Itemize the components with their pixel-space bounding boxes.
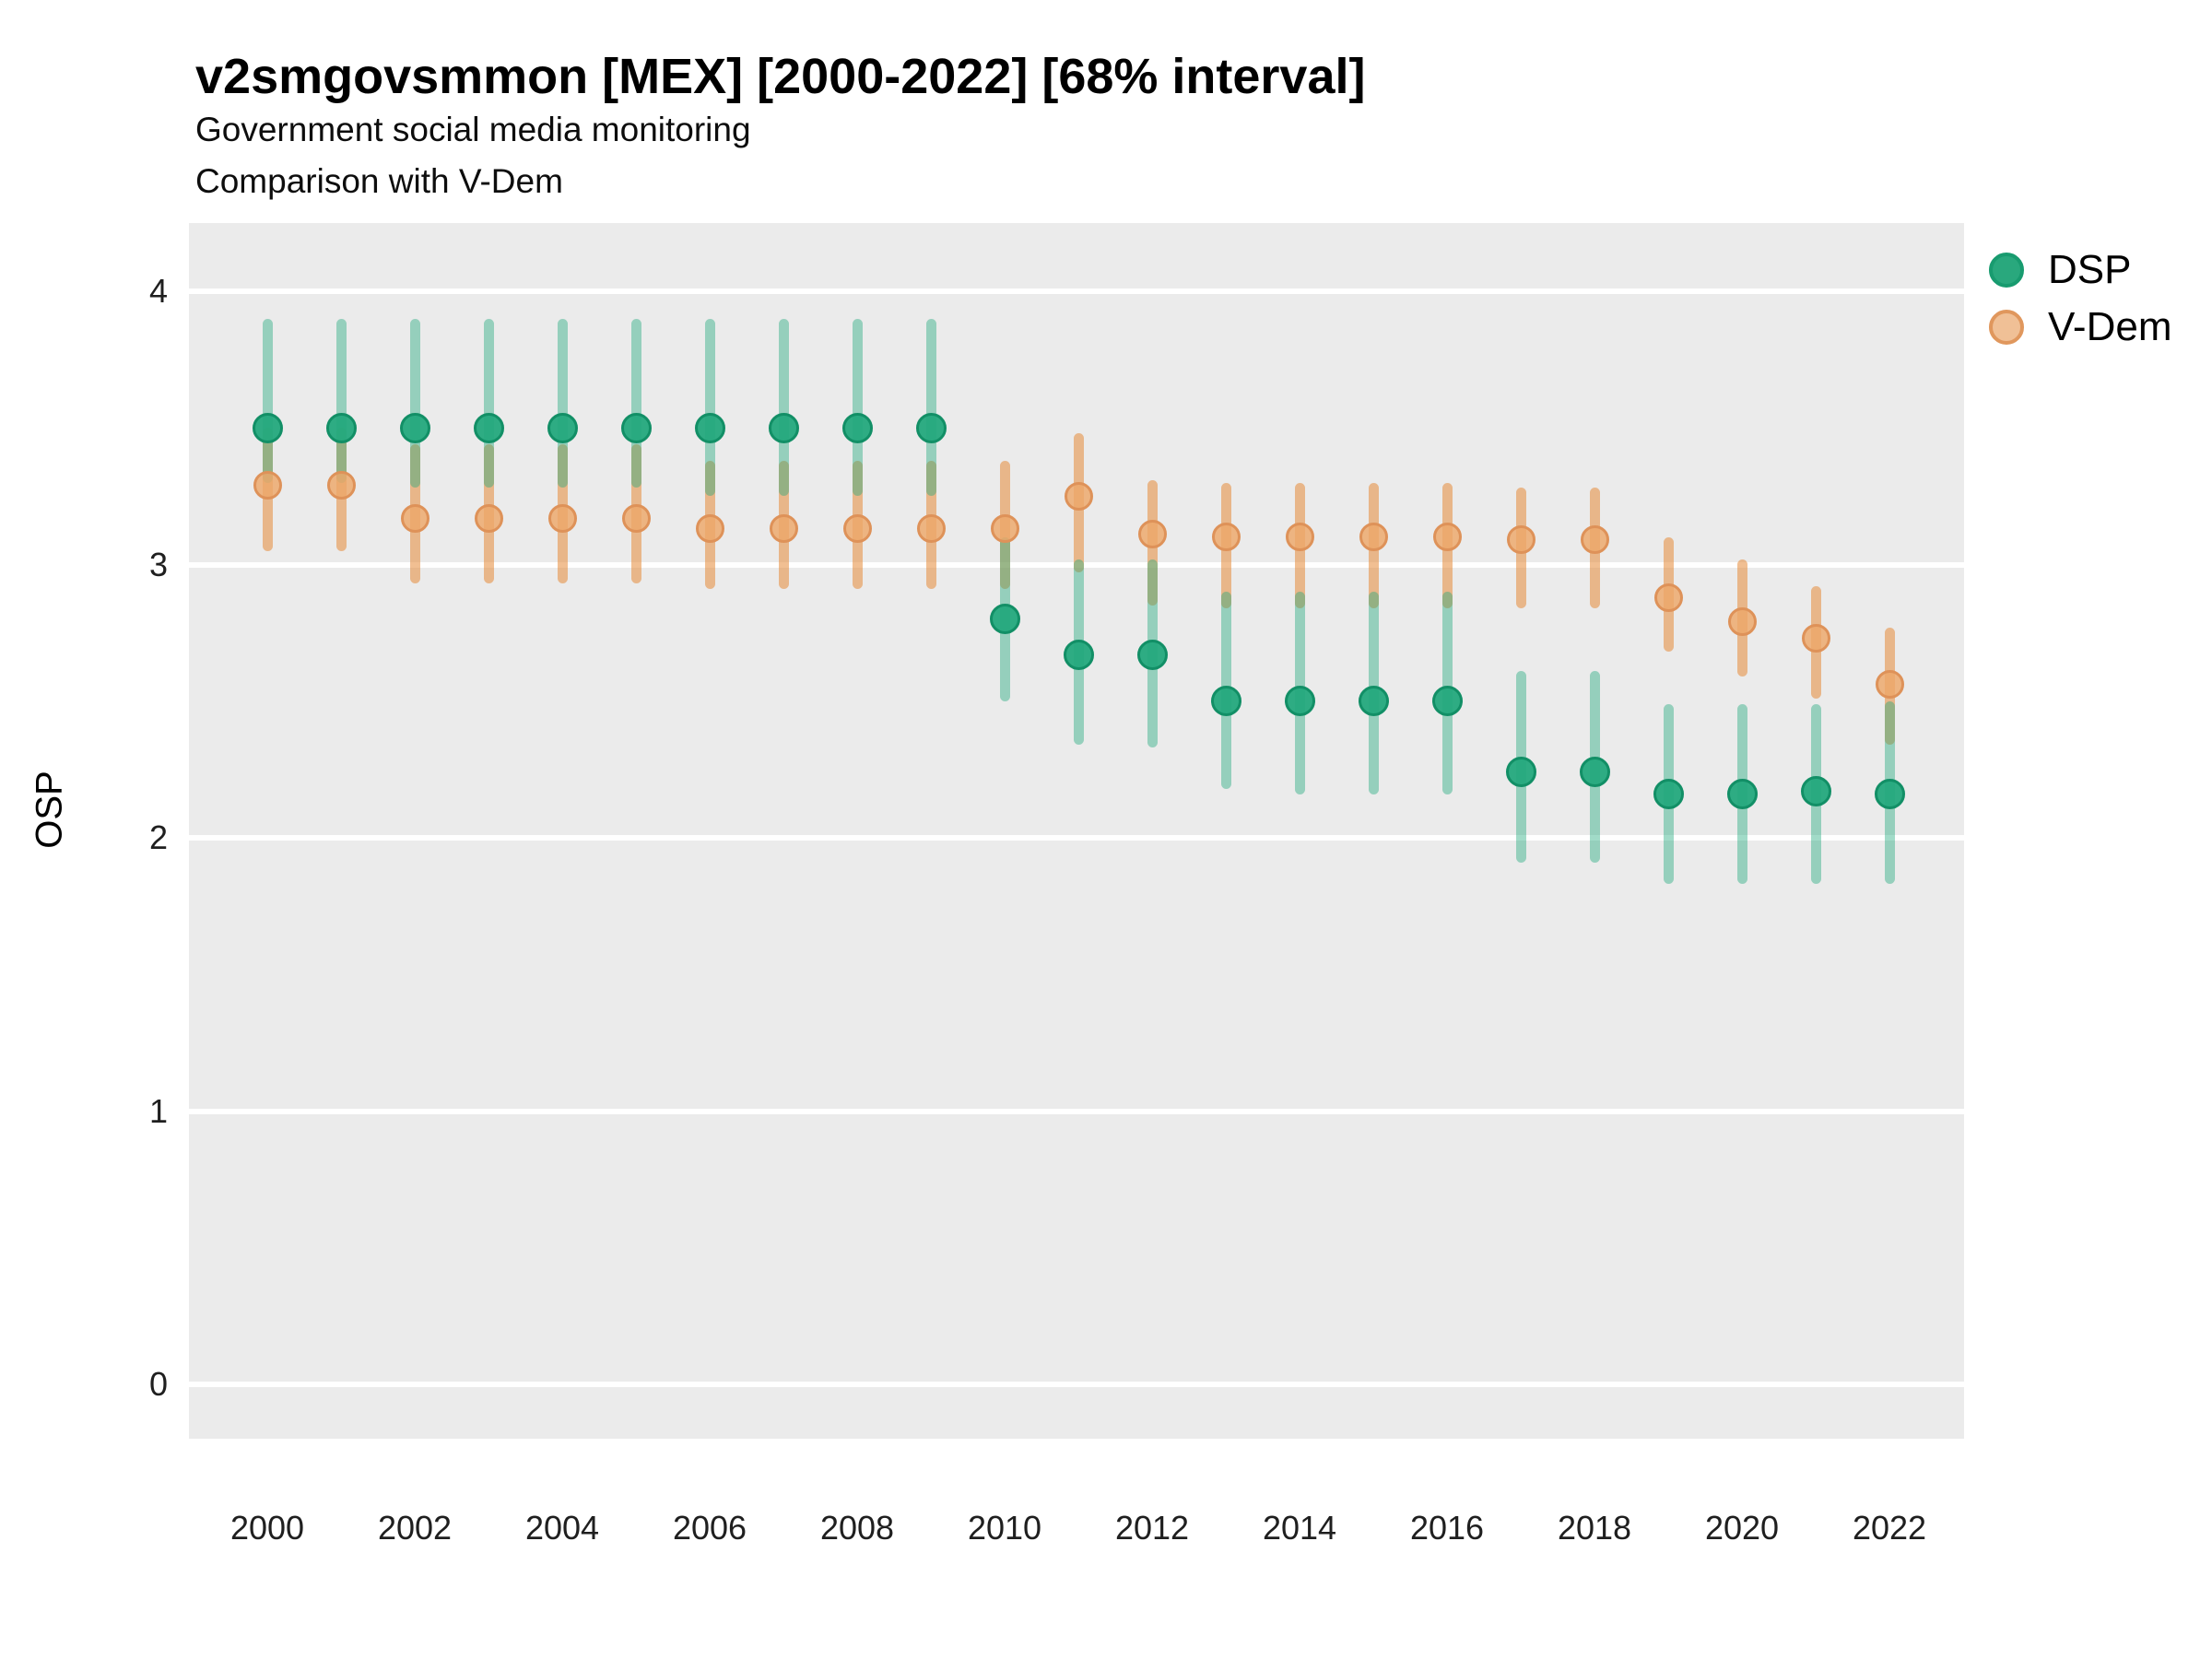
gridline-y-0 <box>189 1382 1964 1387</box>
vdem-point-2001 <box>326 471 356 500</box>
x-tick-label-2004: 2004 <box>524 1509 600 1547</box>
dsp-point-2019 <box>1653 779 1684 810</box>
x-tick-label-2022: 2022 <box>1852 1509 1927 1547</box>
dsp-point-2018 <box>1579 757 1610 788</box>
dsp-point-2016 <box>1431 686 1463 717</box>
vdem-point-2005 <box>621 503 651 533</box>
vdem-point-2021 <box>1801 624 1830 653</box>
dsp-interval-bar-2008 <box>852 318 863 497</box>
x-tick-label-2010: 2010 <box>967 1509 1042 1547</box>
dsp-point-2000 <box>252 412 283 443</box>
y-tick-label-2: 2 <box>148 818 168 856</box>
gridline-y-2 <box>189 835 1964 841</box>
legend: DSP V-Dem <box>1989 241 2171 356</box>
vdem-point-2007 <box>769 514 798 544</box>
vdem-point-2009 <box>916 514 946 544</box>
x-tick-label-2008: 2008 <box>819 1509 895 1547</box>
legend-label-dsp: DSP <box>2048 247 2132 292</box>
vdem-point-2016 <box>1432 523 1462 552</box>
vdem-point-2019 <box>1653 582 1683 612</box>
dsp-point-2003 <box>473 412 504 443</box>
vdem-point-2014 <box>1285 523 1314 552</box>
vdem-point-2010 <box>990 514 1019 544</box>
dsp-point-2020 <box>1726 779 1758 810</box>
vdem-point-2022 <box>1875 670 1904 700</box>
dsp-point-2022 <box>1874 779 1905 810</box>
x-tick-label-2000: 2000 <box>229 1509 305 1547</box>
legend-label-vdem: V-Dem <box>2048 304 2172 349</box>
vdem-point-2000 <box>253 471 282 500</box>
vdem-point-2018 <box>1580 525 1609 555</box>
x-tick-label-2020: 2020 <box>1704 1509 1780 1547</box>
vdem-point-2004 <box>547 503 577 533</box>
vdem-point-2006 <box>695 514 724 544</box>
dsp-point-2008 <box>841 412 873 443</box>
y-axis-title: OSP <box>29 771 70 849</box>
vdem-point-2003 <box>474 503 503 533</box>
dsp-interval-bar-2005 <box>630 318 641 488</box>
vdem-point-2017 <box>1506 525 1535 555</box>
gridline-y-1 <box>189 1108 1964 1114</box>
dsp-point-2005 <box>620 412 652 443</box>
chart-subtitle: Government social media monitoring <box>195 111 751 148</box>
dsp-interval-bar-2004 <box>557 318 568 488</box>
x-tick-label-2006: 2006 <box>672 1509 747 1547</box>
plot-panel <box>189 223 1964 1439</box>
dsp-interval-bar-2000 <box>262 318 273 483</box>
gridline-y-4 <box>189 288 1964 294</box>
dsp-point-2001 <box>325 412 357 443</box>
x-tick-label-2018: 2018 <box>1557 1509 1632 1547</box>
legend-item-vdem: V-Dem <box>1989 299 2171 356</box>
y-tick-label-3: 3 <box>148 545 168 583</box>
dsp-point-2007 <box>768 412 799 443</box>
vdem-point-2011 <box>1064 481 1093 511</box>
dsp-point-2014 <box>1284 686 1315 717</box>
dsp-interval-bar-2003 <box>483 318 494 488</box>
dsp-point-2010 <box>989 604 1020 635</box>
chart-subtitle-2: Comparison with V-Dem <box>195 162 563 200</box>
dsp-interval-bar-2002 <box>409 318 420 488</box>
x-tick-label-2002: 2002 <box>377 1509 453 1547</box>
dsp-point-2004 <box>547 412 578 443</box>
x-tick-label-2014: 2014 <box>1262 1509 1337 1547</box>
vdem-point-2002 <box>400 503 429 533</box>
dsp-point-2017 <box>1505 757 1536 788</box>
chart-title: v2smgovsmmon [MEX] [2000-2022] [68% inte… <box>195 49 1366 104</box>
dsp-point-2009 <box>915 412 947 443</box>
vdem-point-2008 <box>842 514 872 544</box>
dsp-point-2015 <box>1358 686 1389 717</box>
dsp-point-2012 <box>1136 639 1168 670</box>
y-tick-label-4: 4 <box>148 272 168 310</box>
vdem-point-2015 <box>1359 523 1388 552</box>
vdem-point-2013 <box>1211 523 1241 552</box>
vdem-point-2012 <box>1137 520 1167 549</box>
dsp-interval-bar-2007 <box>778 318 789 497</box>
x-tick-label-2012: 2012 <box>1114 1509 1190 1547</box>
dsp-interval-bar-2006 <box>704 318 715 497</box>
vdem-point-2020 <box>1727 607 1757 637</box>
dsp-point-2021 <box>1800 776 1831 807</box>
legend-item-dsp: DSP <box>1989 241 2171 299</box>
vdem-legend-point-icon <box>1989 310 2024 345</box>
dsp-point-2006 <box>694 412 725 443</box>
dsp-interval-bar-2009 <box>925 318 936 497</box>
dsp-legend-point-icon <box>1989 253 2024 288</box>
y-tick-label-1: 1 <box>148 1091 168 1130</box>
y-tick-label-0: 0 <box>148 1365 168 1403</box>
dsp-point-2002 <box>399 412 430 443</box>
dsp-interval-bar-2001 <box>335 318 347 483</box>
dsp-point-2011 <box>1063 639 1094 670</box>
dsp-point-2013 <box>1210 686 1241 717</box>
x-tick-label-2016: 2016 <box>1409 1509 1485 1547</box>
